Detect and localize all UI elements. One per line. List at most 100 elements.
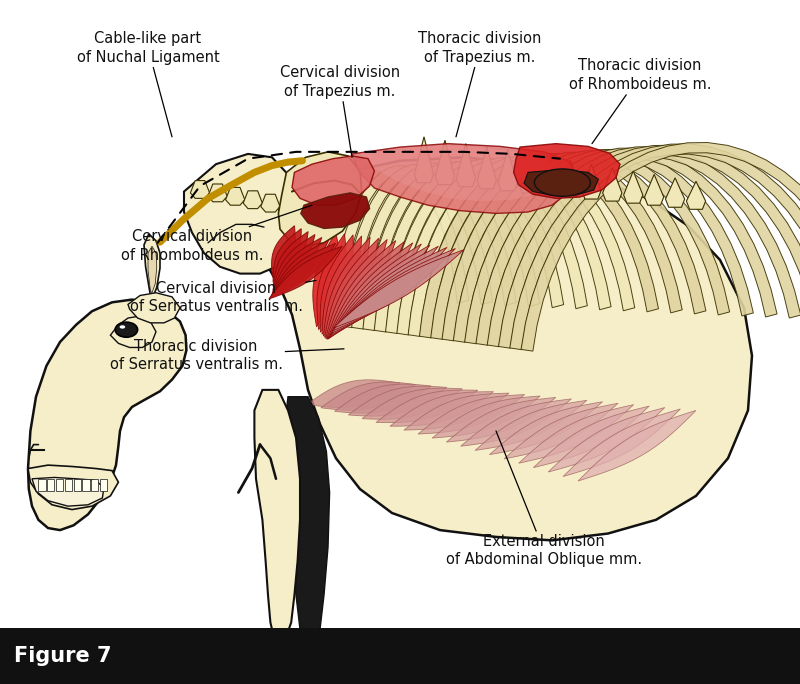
- Polygon shape: [330, 245, 430, 337]
- Polygon shape: [243, 191, 262, 209]
- Text: Thoracic division
of Serratus ventralis m.: Thoracic division of Serratus ventralis …: [110, 339, 344, 373]
- Polygon shape: [329, 166, 469, 326]
- Polygon shape: [534, 406, 650, 468]
- Polygon shape: [397, 157, 611, 335]
- Polygon shape: [540, 157, 559, 195]
- Polygon shape: [271, 226, 295, 277]
- Polygon shape: [430, 153, 682, 339]
- Polygon shape: [128, 293, 180, 323]
- Polygon shape: [490, 402, 602, 455]
- Polygon shape: [418, 395, 525, 434]
- Polygon shape: [582, 164, 601, 199]
- Polygon shape: [519, 154, 538, 193]
- Polygon shape: [360, 145, 556, 201]
- Polygon shape: [273, 235, 315, 290]
- Polygon shape: [477, 147, 496, 189]
- Text: Thoracic division
of Trapezius m.: Thoracic division of Trapezius m.: [418, 31, 542, 137]
- Polygon shape: [292, 156, 374, 205]
- Polygon shape: [352, 163, 516, 329]
- Polygon shape: [273, 232, 308, 287]
- Ellipse shape: [115, 322, 138, 337]
- Ellipse shape: [534, 169, 590, 196]
- Polygon shape: [208, 184, 227, 202]
- Polygon shape: [100, 479, 107, 491]
- Polygon shape: [561, 161, 580, 197]
- Polygon shape: [524, 170, 598, 196]
- Polygon shape: [686, 181, 706, 209]
- Polygon shape: [408, 156, 634, 337]
- Polygon shape: [602, 168, 622, 201]
- Polygon shape: [271, 240, 329, 296]
- Polygon shape: [269, 246, 342, 299]
- Polygon shape: [518, 405, 634, 463]
- Polygon shape: [32, 477, 104, 506]
- Polygon shape: [390, 392, 494, 426]
- Polygon shape: [666, 178, 685, 207]
- Polygon shape: [465, 149, 754, 344]
- Polygon shape: [446, 397, 556, 442]
- Polygon shape: [313, 233, 340, 327]
- Polygon shape: [272, 237, 322, 293]
- Polygon shape: [510, 144, 800, 350]
- Polygon shape: [273, 228, 302, 282]
- Polygon shape: [476, 148, 777, 345]
- Polygon shape: [362, 389, 462, 419]
- Polygon shape: [419, 155, 658, 338]
- Polygon shape: [331, 248, 447, 334]
- Polygon shape: [307, 380, 400, 408]
- Polygon shape: [442, 152, 706, 341]
- Polygon shape: [278, 152, 362, 246]
- Polygon shape: [321, 382, 415, 410]
- Polygon shape: [328, 243, 413, 339]
- Polygon shape: [322, 236, 362, 334]
- Text: Thoracic division
of Rhomboideus m.: Thoracic division of Rhomboideus m.: [569, 58, 711, 144]
- Polygon shape: [28, 300, 186, 530]
- Polygon shape: [326, 241, 396, 339]
- FancyBboxPatch shape: [0, 628, 800, 684]
- Polygon shape: [261, 194, 280, 212]
- Polygon shape: [363, 161, 540, 330]
- Polygon shape: [352, 144, 576, 213]
- Polygon shape: [184, 154, 296, 274]
- Polygon shape: [475, 400, 587, 450]
- Polygon shape: [514, 144, 620, 198]
- Text: Cable-like part
of Nuchal Ligament: Cable-like part of Nuchal Ligament: [77, 31, 219, 137]
- Polygon shape: [386, 159, 587, 334]
- Polygon shape: [327, 241, 404, 339]
- Polygon shape: [435, 140, 454, 185]
- Polygon shape: [47, 479, 54, 491]
- Polygon shape: [432, 396, 540, 438]
- Text: External division
of Abdominal Oblique mm.: External division of Abdominal Oblique m…: [446, 431, 642, 568]
- Polygon shape: [317, 234, 346, 330]
- Polygon shape: [454, 150, 730, 342]
- Polygon shape: [504, 403, 618, 459]
- Polygon shape: [348, 386, 446, 416]
- Polygon shape: [28, 465, 118, 510]
- Polygon shape: [326, 239, 387, 339]
- Polygon shape: [521, 142, 800, 351]
- Polygon shape: [82, 479, 90, 491]
- Polygon shape: [376, 390, 478, 423]
- Polygon shape: [340, 164, 493, 328]
- Polygon shape: [65, 479, 72, 491]
- Polygon shape: [148, 246, 157, 293]
- Polygon shape: [414, 137, 434, 183]
- Polygon shape: [563, 409, 681, 477]
- Ellipse shape: [120, 326, 125, 329]
- Polygon shape: [624, 171, 643, 203]
- Polygon shape: [487, 146, 800, 347]
- Polygon shape: [278, 198, 298, 215]
- Polygon shape: [578, 410, 696, 481]
- Polygon shape: [38, 479, 46, 491]
- Polygon shape: [320, 235, 354, 332]
- Polygon shape: [264, 157, 752, 540]
- Polygon shape: [74, 479, 81, 491]
- Polygon shape: [374, 160, 564, 332]
- Polygon shape: [325, 238, 378, 337]
- Polygon shape: [404, 393, 509, 430]
- Polygon shape: [333, 250, 464, 328]
- Polygon shape: [144, 234, 160, 295]
- Polygon shape: [645, 174, 664, 205]
- Polygon shape: [270, 244, 335, 298]
- Polygon shape: [286, 397, 330, 644]
